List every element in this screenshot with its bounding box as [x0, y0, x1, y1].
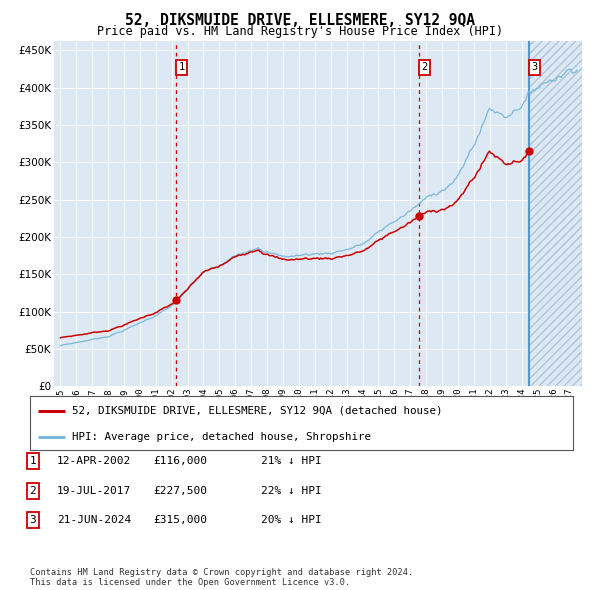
Text: 21% ↓ HPI: 21% ↓ HPI: [261, 457, 322, 466]
Text: 22% ↓ HPI: 22% ↓ HPI: [261, 486, 322, 496]
Text: 2: 2: [421, 62, 427, 72]
Text: 1: 1: [179, 62, 185, 72]
Text: 12-APR-2002: 12-APR-2002: [57, 457, 131, 466]
Bar: [529, 41, 582, 386]
Text: 1: 1: [29, 457, 37, 466]
Text: 52, DIKSMUIDE DRIVE, ELLESMERE, SY12 9QA (detached house): 52, DIKSMUIDE DRIVE, ELLESMERE, SY12 9QA…: [73, 405, 443, 415]
Text: 52, DIKSMUIDE DRIVE, ELLESMERE, SY12 9QA: 52, DIKSMUIDE DRIVE, ELLESMERE, SY12 9QA: [125, 13, 475, 28]
Text: 3: 3: [29, 516, 37, 525]
Text: £315,000: £315,000: [153, 516, 207, 525]
Text: 3: 3: [532, 62, 538, 72]
Text: Contains HM Land Registry data © Crown copyright and database right 2024.
This d: Contains HM Land Registry data © Crown c…: [30, 568, 413, 587]
Text: £227,500: £227,500: [153, 486, 207, 496]
Text: £116,000: £116,000: [153, 457, 207, 466]
Text: 2: 2: [29, 486, 37, 496]
Text: 21-JUN-2024: 21-JUN-2024: [57, 516, 131, 525]
Text: Price paid vs. HM Land Registry's House Price Index (HPI): Price paid vs. HM Land Registry's House …: [97, 25, 503, 38]
Text: 20% ↓ HPI: 20% ↓ HPI: [261, 516, 322, 525]
Text: 19-JUL-2017: 19-JUL-2017: [57, 486, 131, 496]
Text: HPI: Average price, detached house, Shropshire: HPI: Average price, detached house, Shro…: [73, 432, 371, 441]
